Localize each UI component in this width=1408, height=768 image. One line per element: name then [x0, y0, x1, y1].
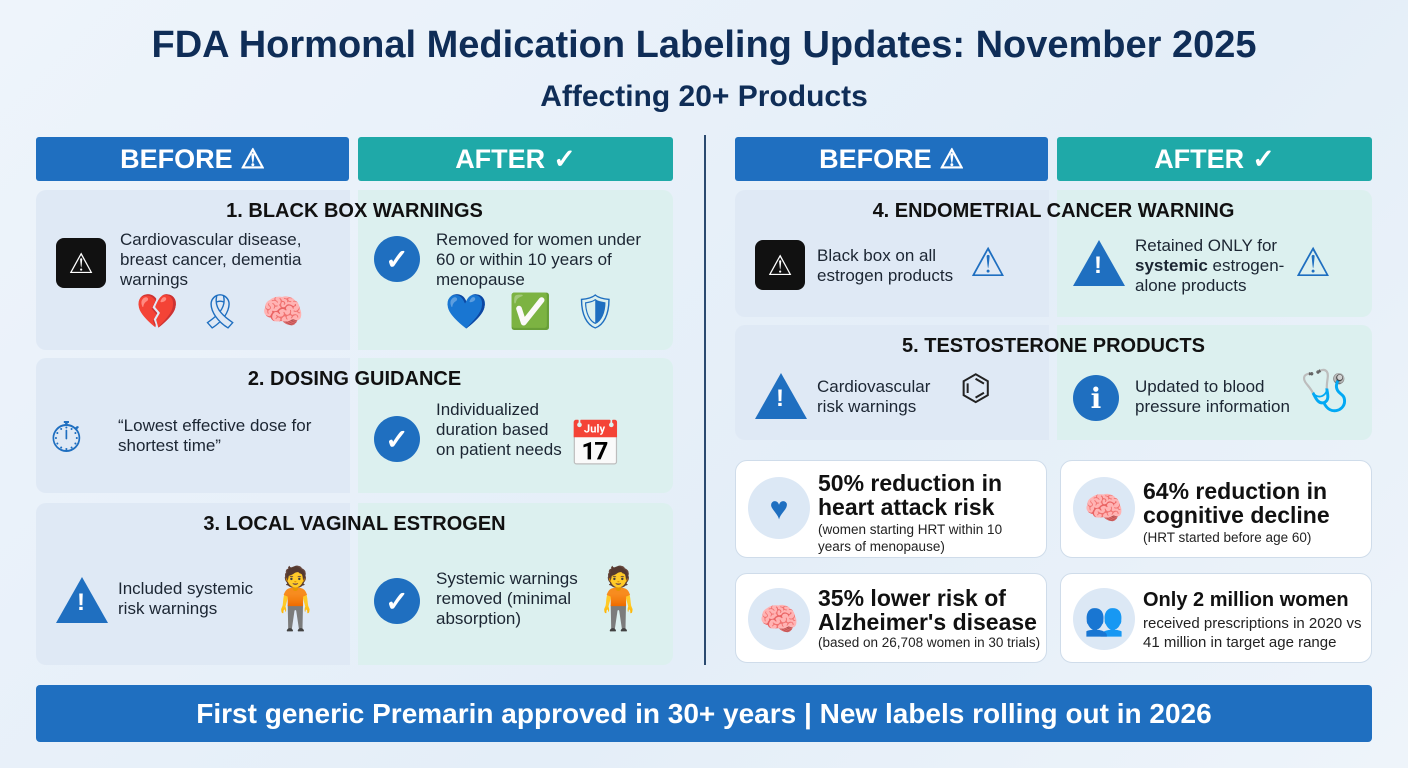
before-label: BEFORE [819, 143, 932, 174]
stat-detail: received prescriptions in 2020 vs 41 mil… [1143, 615, 1362, 651]
after-text: Individualized duration based on patient… [436, 400, 562, 459]
black-box-warning-icon: ⚠ [56, 238, 106, 288]
section-title: 1. BLACK BOX WARNINGS [226, 200, 483, 222]
patient-calendar-icon: 📅 [568, 420, 623, 469]
black-box-warning-icon: ⚠ [755, 240, 805, 290]
section-title: 4. ENDOMETRIAL CANCER WARNING [872, 200, 1235, 222]
section-title: 2. DOSING GUIDANCE [247, 368, 462, 390]
after-text: Updated to blood pressure information [1135, 377, 1290, 416]
stat-headline: 64% reduction in cognitive decline [1143, 478, 1330, 528]
section-testosterone-products: 5. TESTOSTERONE PRODUCTS ! Cardiovascula… [735, 325, 1372, 440]
risk-icons: 💔 🎗 🧠 [120, 292, 320, 332]
resolved-icons: 💙 ✅ 🛡 [431, 292, 631, 332]
stat-detail: (HRT started before age 60) [1143, 530, 1312, 545]
info-icon: i [1073, 375, 1119, 421]
stat-detail: (women starting HRT within 10 years of m… [818, 522, 1003, 554]
before-text: “Lowest effective dose for shortest time… [118, 416, 312, 455]
footer-banner: First generic Premarin approved in 30+ y… [36, 685, 1372, 742]
steroid-molecule-icon: ⌬ [960, 367, 992, 408]
before-header: BEFORE ⚠ [36, 137, 349, 181]
after-label: AFTER [1154, 143, 1245, 174]
section-title: 5. TESTOSTERONE PRODUCTS [901, 335, 1205, 357]
stat-detail: (based on 26,708 women in 30 trials) [818, 635, 1041, 650]
stopwatch-pill-icon: ⏱ [50, 414, 83, 461]
after-header: AFTER ✓ [358, 137, 673, 181]
body-outline-icon: 🧍 [581, 565, 656, 632]
heart-check-icon: 💙 [445, 293, 488, 331]
section-endometrial-cancer-warning: 4. ENDOMETRIAL CANCER WARNING ⚠ Black bo… [735, 190, 1372, 317]
section-dosing-guidance: 2. DOSING GUIDANCE ⏱ “Lowest effective d… [36, 358, 673, 493]
breast-check-icon: ✅ [509, 293, 552, 331]
stat-headline: 35% lower risk of Alzheimer's disease [818, 585, 1037, 635]
before-header: BEFORE ⚠ [735, 137, 1048, 181]
before-text: Black box on all estrogen products [817, 246, 954, 285]
after-header: AFTER ✓ [1057, 137, 1372, 181]
section-title: 3. LOCAL VAGINAL ESTROGEN [203, 513, 506, 535]
before-label: BEFORE [120, 143, 233, 174]
stat-card-alzheimers: 🧠 35% lower risk of Alzheimer's disease … [735, 573, 1047, 663]
stat-card-prescriptions: 👥 Only 2 million women received prescrip… [1060, 573, 1372, 663]
page-title: FDA Hormonal Medication Labeling Updates… [151, 24, 1257, 66]
section-local-vaginal-estrogen: 3. LOCAL VAGINAL ESTROGEN ! Included sys… [36, 503, 673, 665]
heart-icon: ♥ [748, 477, 810, 539]
column-divider [704, 135, 706, 665]
uterus-warning-icon: ⚠ [970, 241, 1006, 285]
page-subtitle: Affecting 20+ Products [540, 80, 868, 113]
brain-icon: 🧠 [748, 588, 810, 650]
breast-cancer-ribbon-icon: 🎗 [198, 293, 242, 331]
blood-pressure-monitor-icon: 🩺 [1300, 369, 1350, 413]
stat-card-heart: ♥ 50% reduction in heart attack risk (wo… [735, 460, 1047, 558]
section-black-box-warnings: 1. BLACK BOX WARNINGS ⚠ Cardiovascular d… [36, 190, 673, 350]
stat-headline: Only 2 million women [1143, 589, 1349, 611]
uterus-warning-icon: ⚠ [1295, 241, 1331, 285]
warning-triangle-icon: ! [56, 577, 108, 623]
check-circle-icon: ✓ [374, 236, 420, 282]
after-label: AFTER [455, 143, 546, 174]
after-text: Removed for women under 60 or within 10 … [436, 230, 642, 289]
before-text: Cardiovascular risk warnings [817, 377, 931, 416]
body-absorption-icon: 🧍 [258, 565, 333, 632]
warning-triangle-icon: ! [755, 373, 807, 419]
warning-triangle-icon: ! [1073, 240, 1125, 286]
warning-triangle-icon: ⚠ [240, 143, 265, 174]
check-circle-icon: ✓ [374, 416, 420, 462]
stat-headline: 50% reduction in heart attack risk [818, 470, 1003, 520]
stat-card-cognitive: 🧠 64% reduction in cognitive decline (HR… [1060, 460, 1372, 558]
women-icon: 👥 [1073, 588, 1135, 650]
checkmark-icon: ✓ [1252, 143, 1275, 174]
after-text: Systemic warnings removed (minimal absor… [436, 569, 578, 628]
checkmark-icon: ✓ [553, 143, 576, 174]
before-text: Cardiovascular disease, breast cancer, d… [120, 230, 302, 289]
brain-question-icon: 🧠 [261, 293, 304, 331]
brain-shield-icon: 🛡 [573, 293, 617, 331]
footer-text: First generic Premarin approved in 30+ y… [196, 697, 1212, 729]
after-text: Retained ONLY for systemic estrogen-alon… [1135, 236, 1285, 295]
warning-triangle-icon: ⚠ [939, 143, 964, 174]
before-text: Included systemic risk warnings [118, 579, 254, 618]
brain-icon: 🧠 [1073, 477, 1135, 539]
broken-heart-icon: 💔 [136, 293, 179, 331]
check-circle-icon: ✓ [374, 578, 420, 624]
